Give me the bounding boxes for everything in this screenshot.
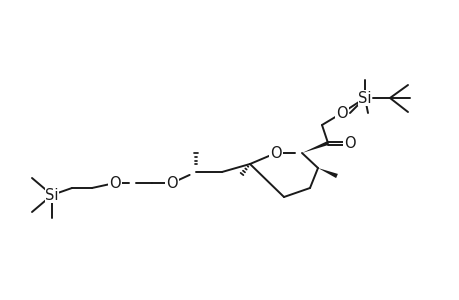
Text: O: O xyxy=(109,176,121,190)
Text: O: O xyxy=(336,106,347,121)
Polygon shape xyxy=(302,141,328,153)
Polygon shape xyxy=(317,168,337,178)
Text: O: O xyxy=(343,136,355,151)
Text: O: O xyxy=(166,176,178,190)
Text: Si: Si xyxy=(45,188,59,202)
Text: Si: Si xyxy=(358,91,371,106)
Text: O: O xyxy=(269,146,281,160)
